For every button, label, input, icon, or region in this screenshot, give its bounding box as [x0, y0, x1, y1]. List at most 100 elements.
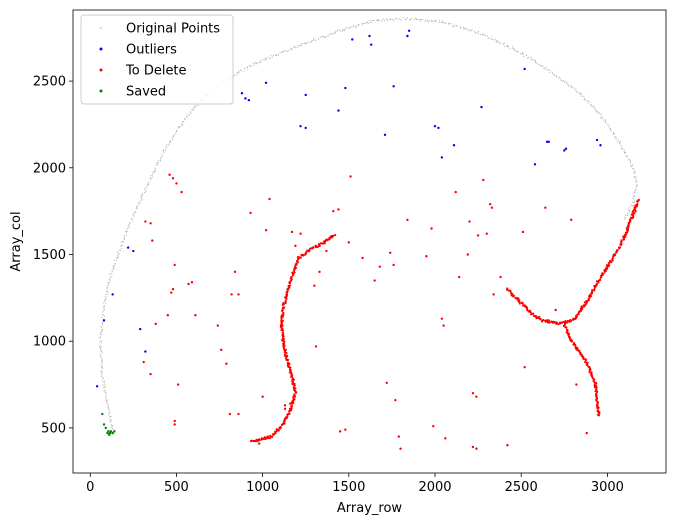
- point-original: [177, 126, 179, 128]
- point-to-delete: [573, 341, 576, 345]
- point-original: [100, 346, 102, 348]
- point-original: [165, 148, 167, 150]
- point-original: [246, 68, 248, 70]
- point-original: [607, 124, 609, 126]
- point-original: [100, 366, 102, 368]
- y-tick-label: 1500: [33, 248, 66, 263]
- point-original: [624, 217, 626, 219]
- point-original: [101, 330, 103, 332]
- point-to-delete: [554, 308, 557, 312]
- point-to-delete: [288, 412, 291, 415]
- point-original: [109, 280, 111, 282]
- point-to-delete: [268, 197, 271, 201]
- point-original: [332, 32, 334, 34]
- point-to-delete: [567, 333, 570, 337]
- point-original: [126, 227, 128, 230]
- point-original: [358, 24, 360, 27]
- point-original: [487, 37, 489, 39]
- point-original: [104, 298, 106, 300]
- legend-label-outliers: Outliers: [126, 43, 177, 58]
- point-original: [150, 179, 152, 181]
- point-original: [244, 67, 246, 69]
- point-original: [634, 175, 636, 177]
- point-to-delete: [593, 288, 596, 291]
- point-original: [545, 69, 547, 71]
- point-original: [104, 387, 106, 389]
- point-original: [629, 161, 632, 163]
- point-to-delete: [318, 244, 321, 248]
- point-original: [441, 20, 444, 22]
- point-to-delete: [314, 345, 318, 348]
- point-original: [102, 306, 105, 308]
- point-to-delete: [283, 404, 287, 407]
- point-original: [100, 333, 102, 335]
- point-original: [449, 22, 451, 24]
- point-original: [157, 161, 159, 164]
- point-original: [101, 372, 103, 374]
- point-to-delete: [475, 447, 478, 450]
- point-original: [633, 200, 636, 202]
- point-to-delete: [151, 239, 154, 242]
- point-to-delete: [476, 234, 480, 237]
- point-to-delete: [282, 313, 285, 316]
- point-to-delete: [264, 437, 267, 440]
- point-to-delete: [575, 383, 578, 386]
- point-original: [184, 118, 186, 120]
- point-original: [377, 19, 379, 21]
- point-to-delete: [194, 314, 197, 317]
- point-original: [568, 85, 570, 87]
- point-original: [154, 170, 156, 172]
- point-original: [580, 93, 582, 95]
- point-original: [128, 227, 130, 229]
- legend-marker-original-points: [100, 27, 102, 29]
- point-original: [345, 27, 347, 29]
- point-original: [485, 35, 487, 37]
- point-original: [634, 190, 636, 192]
- point-to-delete: [284, 300, 287, 303]
- point-original: [571, 86, 573, 88]
- point-original: [101, 361, 103, 363]
- point-original: [619, 141, 622, 143]
- point-original: [578, 92, 580, 94]
- point-original: [100, 349, 102, 351]
- point-original: [352, 26, 354, 28]
- point-original: [101, 317, 103, 319]
- point-original: [146, 186, 148, 188]
- point-original: [155, 164, 157, 166]
- point-original: [134, 212, 136, 214]
- point-original: [109, 415, 111, 417]
- point-original: [99, 347, 101, 349]
- point-original: [304, 43, 306, 45]
- point-original: [495, 41, 497, 43]
- point-original: [594, 106, 596, 108]
- point-outlier: [304, 126, 307, 130]
- point-to-delete: [286, 364, 290, 367]
- point-original: [371, 19, 373, 21]
- point-to-delete: [273, 432, 276, 435]
- point-original: [565, 81, 567, 83]
- point-original: [322, 35, 324, 37]
- point-original: [109, 273, 111, 275]
- point-to-delete: [634, 210, 637, 213]
- point-original: [623, 218, 625, 220]
- point-original: [366, 21, 368, 23]
- point-to-delete: [492, 293, 495, 296]
- point-original: [361, 24, 363, 26]
- point-original: [517, 51, 519, 53]
- point-to-delete: [564, 320, 567, 323]
- point-original: [533, 59, 535, 61]
- point-to-delete: [290, 375, 294, 378]
- point-to-delete: [347, 241, 351, 244]
- point-to-delete: [284, 296, 287, 299]
- point-to-delete: [444, 437, 447, 440]
- point-original: [399, 18, 401, 20]
- point-original: [602, 117, 604, 119]
- point-original: [163, 152, 165, 154]
- point-original: [620, 147, 622, 149]
- point-original: [410, 19, 412, 21]
- point-original: [306, 41, 309, 43]
- point-to-delete: [585, 431, 588, 435]
- point-to-delete: [595, 283, 598, 286]
- point-original: [626, 212, 629, 214]
- point-original: [301, 43, 303, 45]
